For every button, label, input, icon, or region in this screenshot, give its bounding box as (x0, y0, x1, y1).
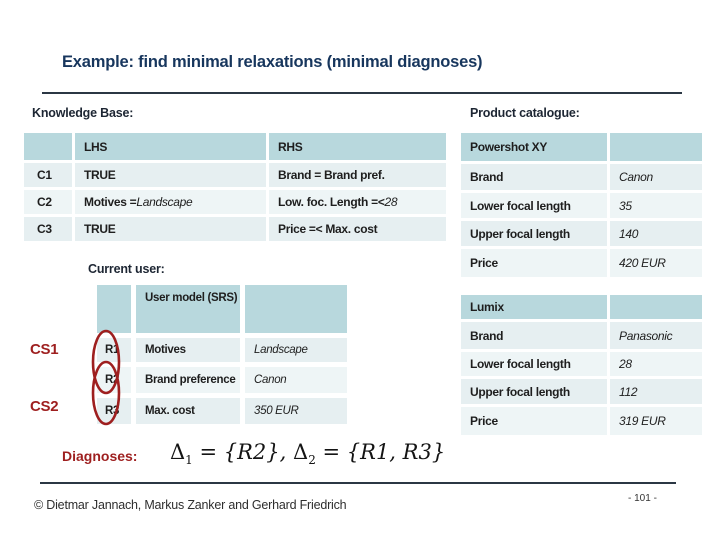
diagnoses-label: Diagnoses: (62, 448, 138, 464)
product-attr: Brand (461, 164, 607, 190)
product-catalogue-label: Product catalogue: (470, 106, 580, 120)
cs2-ellipse (91, 360, 121, 426)
product-attr: Price (461, 407, 607, 435)
diagnosis-set-1: = {R2}, (192, 440, 294, 464)
product-value: 28 (610, 352, 702, 376)
user-row-value: 350 EUR (245, 398, 347, 424)
constraint-set-ellipses (91, 329, 121, 426)
product-value: 319 EUR (610, 407, 702, 435)
product-value: Canon (610, 164, 702, 190)
product-attr: Upper focal length (461, 379, 607, 404)
user-header-empty (97, 285, 131, 333)
kb-header-rhs: RHS (269, 133, 446, 160)
delta-2: Δ (293, 440, 309, 464)
product-name: Powershot XY (461, 133, 607, 161)
product-value: 35 (610, 193, 702, 218)
constraint-set-1-label: CS1 (30, 341, 59, 358)
product-attr: Price (461, 249, 607, 277)
user-row-attr: Motives (136, 338, 240, 362)
knowledge-base-table: LHS RHS C1 TRUE Brand = Brand pref. C2 M… (24, 133, 446, 241)
delta-1: Δ (170, 440, 186, 464)
slide-title: Example: find minimal relaxations (minim… (62, 53, 483, 71)
product-value: 420 EUR (610, 249, 702, 277)
product-table-lumix: Lumix Brand Panasonic Lower focal length… (461, 295, 702, 435)
kb-row-id: C3 (24, 217, 72, 241)
product-header-empty (610, 295, 702, 319)
user-header-title: User model (SRS) (136, 285, 240, 333)
kb-row-rhs: Low. foc. Length =< 28 (269, 190, 446, 214)
product-value: 112 (610, 379, 702, 404)
footer-divider (40, 482, 676, 484)
kb-row-id: C2 (24, 190, 72, 214)
kb-row-lhs: TRUE (75, 163, 266, 187)
product-attr: Lower focal length (461, 352, 607, 376)
kb-row-id: C1 (24, 163, 72, 187)
user-row-attr: Max. cost (136, 398, 240, 424)
product-attr: Brand (461, 322, 607, 349)
product-header-empty (610, 133, 702, 161)
kb-row-lhs: Motives = Landscape (75, 190, 266, 214)
user-row-attr: Brand preference (136, 367, 240, 393)
cs1-ellipse (91, 329, 121, 395)
diagnosis-set-2: = {R1, R3} (315, 440, 446, 464)
user-row-id: R1 (97, 338, 131, 362)
kb-row-rhs: Brand = Brand pref. (269, 163, 446, 187)
knowledge-base-label: Knowledge Base: (32, 106, 134, 120)
product-value: 140 (610, 221, 702, 246)
title-divider (42, 92, 682, 94)
user-row-value: Canon (245, 367, 347, 393)
kb-row-lhs: TRUE (75, 217, 266, 241)
kb-row-rhs: Price =< Max. cost (269, 217, 446, 241)
product-attr: Lower focal length (461, 193, 607, 218)
user-row-value: Landscape (245, 338, 347, 362)
diagnoses-formula: Δ1 = {R2}, Δ2 = {R1, R3} (170, 440, 446, 468)
current-user-label: Current user: (88, 262, 165, 276)
product-attr: Upper focal length (461, 221, 607, 246)
page-number: - 101 - (628, 493, 657, 504)
footer-copyright: © Dietmar Jannach, Markus Zanker and Ger… (34, 498, 347, 512)
user-header-empty (245, 285, 347, 333)
product-value: Panasonic (610, 322, 702, 349)
product-name: Lumix (461, 295, 607, 319)
product-table-powershot: Powershot XY Brand Canon Lower focal len… (461, 133, 702, 277)
kb-header-empty (24, 133, 72, 160)
constraint-set-2-label: CS2 (30, 398, 59, 415)
user-model-table: User model (SRS) R1 Motives Landscape R2… (97, 285, 347, 424)
kb-header-lhs: LHS (75, 133, 266, 160)
